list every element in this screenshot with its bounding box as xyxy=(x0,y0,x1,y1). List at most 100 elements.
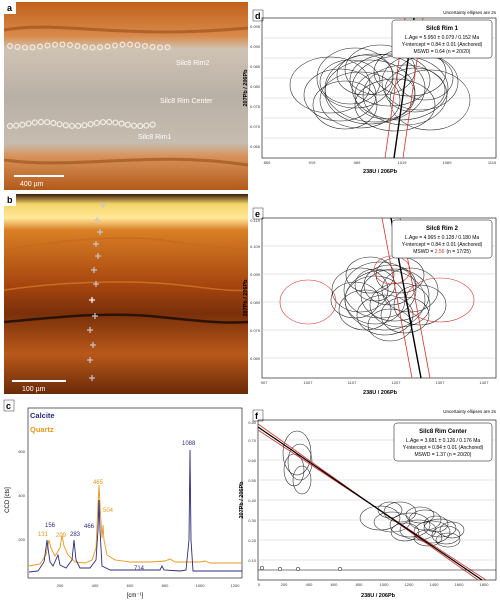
inclusion-bubble xyxy=(13,122,20,129)
spot-cross xyxy=(93,241,99,247)
quartz-spectrum xyxy=(28,484,242,567)
xtick-d-1: 919 xyxy=(309,160,316,165)
inclusion-bubble xyxy=(22,44,29,51)
calcite-spectrum xyxy=(28,449,242,573)
panel-e: e Silc8 Rim 2 L.Age = 4.965 ± 0.128 / 0.… xyxy=(243,207,497,396)
peak-465: 465 xyxy=(93,480,104,486)
error-ellipse xyxy=(413,520,451,544)
ytick-e-0: 0.069 xyxy=(250,356,261,361)
panel-b-scale-label: 100 µm xyxy=(22,386,46,393)
panel-b-layer xyxy=(3,237,249,251)
panel-f-xticks: 0 200 400 600 800 1000 1200 1400 1600 18… xyxy=(258,582,489,587)
inclusion-bubble xyxy=(87,121,94,128)
spot-cross xyxy=(87,357,93,363)
xtick-c-600: 600 xyxy=(127,583,134,588)
panel-c-letter: c xyxy=(6,401,11,411)
peak-466: 466 xyxy=(84,524,95,530)
xtick-f-4: 800 xyxy=(356,582,363,587)
ytick-f-5: 0.60 xyxy=(248,458,257,463)
error-ellipse xyxy=(324,53,426,123)
ytick-d-5: 0.090 xyxy=(250,44,261,49)
xtick-d-4: 1069 xyxy=(443,160,453,165)
xtick-f-9: 1800 xyxy=(480,582,490,587)
panel-d-box-line1: L.Age = 5.950 ± 0.079 / 0.152 Ma xyxy=(405,35,480,41)
panel-d: d Uncertainty ellipses are 2s Silc8 Rim … xyxy=(243,9,497,175)
ytick-e-2: 0.089 xyxy=(250,300,261,305)
xtick-f-8: 1600 xyxy=(455,582,465,587)
inclusion-bubble xyxy=(149,44,156,51)
peak-504: 504 xyxy=(103,508,114,514)
xtick-f-5: 1000 xyxy=(380,582,390,587)
inclusion-bubble xyxy=(74,43,81,50)
ytick-c-600: 600 xyxy=(18,449,25,454)
panel-e-ylabel: 207Pb / 206Pb xyxy=(243,279,249,317)
panel-f-letter: f xyxy=(255,411,259,421)
xtick-f-0: 0 xyxy=(258,582,261,587)
inclusion-bubble xyxy=(37,118,45,126)
ytick-e-4: 0.109 xyxy=(250,244,261,249)
panel-b-layer2 xyxy=(3,281,249,292)
error-ellipse xyxy=(384,67,446,113)
panel-e-xticks: 907 1007 1107 1207 1307 1407 xyxy=(261,380,490,385)
panel-e-xlabel: 238U / 206Pb xyxy=(363,390,398,396)
ytick-d-2: 0.075 xyxy=(250,104,261,109)
xtick-f-1: 200 xyxy=(281,582,288,587)
xtick-d-2: 969 xyxy=(354,160,361,165)
label-rim1: Silc8 Rim1 xyxy=(138,134,172,141)
ytick-d-4: 0.085 xyxy=(250,64,261,69)
inclusion-bubble xyxy=(130,122,138,129)
spot-cross xyxy=(92,313,98,319)
error-ellipse xyxy=(344,44,416,96)
panel-e-letter-bg xyxy=(252,207,264,220)
inclusion-bubble xyxy=(6,122,14,130)
xtick-e-1: 1007 xyxy=(304,380,314,385)
inclusion-bubble xyxy=(81,43,88,50)
peak-209: 209 xyxy=(56,533,67,539)
error-ellipse xyxy=(338,289,392,331)
panel-c-yticks: 200 400 600 xyxy=(18,449,25,542)
panel-c: c Calcite Quartz CCD [cts] 200 400 600 2… xyxy=(3,399,243,599)
panel-f-concordia-dots xyxy=(259,565,343,572)
error-ellipse xyxy=(303,68,377,122)
spot-cross xyxy=(93,281,99,287)
panel-e-mswd-label: MSWD = xyxy=(413,249,435,255)
error-ellipse xyxy=(344,269,426,331)
panel-b-letter-bg xyxy=(4,194,16,206)
inclusion-bubble xyxy=(112,119,119,126)
panel-f-box-line3: MSWD = 1.37 (n = 20/20) xyxy=(415,452,472,458)
panel-a-bubbles-rim1 xyxy=(6,118,156,130)
panel-b-dark-layer xyxy=(3,313,249,324)
panel-f-box-title: Silc8 Rim Center xyxy=(419,429,467,435)
panel-e-yticks: 0.069 0.079 0.089 0.099 0.109 0.119 xyxy=(250,218,261,361)
spot-cross xyxy=(90,342,96,348)
xtick-e-2: 1107 xyxy=(348,380,357,385)
panel-e-letter: e xyxy=(255,209,260,219)
inclusion-bubble xyxy=(62,122,69,129)
panel-a-bubbles-rim2 xyxy=(6,41,171,51)
panel-d-ylabel: 207Pb / 206Pb xyxy=(243,69,249,107)
inclusion-bubble xyxy=(99,119,107,126)
error-ellipse xyxy=(336,54,394,96)
panel-e-box-line1: L.Age = 4.965 ± 0.128 / 0.180 Ma xyxy=(405,235,480,241)
error-ellipse xyxy=(354,268,396,302)
panel-f-xlabel: 238U / 206Pb xyxy=(361,593,396,599)
legend-calcite: Calcite xyxy=(30,411,55,420)
error-ellipse xyxy=(439,521,465,539)
ytick-e-1: 0.079 xyxy=(250,328,261,333)
panel-e-box-line2: Y-intercept = 0.84 ± 0.01 (Anchored) xyxy=(402,242,483,248)
panel-a-scale-label: 400 µm xyxy=(20,181,44,188)
label-rim2: Silc8 Rim2 xyxy=(176,60,210,67)
xtick-d-5: 1119 xyxy=(488,160,497,165)
error-ellipse xyxy=(367,308,413,342)
error-ellipse xyxy=(393,284,447,326)
ytick-c-400: 400 xyxy=(18,493,25,498)
error-ellipse xyxy=(435,532,461,548)
panel-a-letter-bg xyxy=(4,2,16,14)
spot-cross xyxy=(95,253,101,259)
inclusion-bubble xyxy=(36,43,43,50)
xtick-c-1000: 1000 xyxy=(196,583,206,588)
panel-c-letter-bg xyxy=(3,399,15,412)
inclusion-bubble xyxy=(44,119,51,126)
ytick-e-3: 0.099 xyxy=(250,272,261,277)
